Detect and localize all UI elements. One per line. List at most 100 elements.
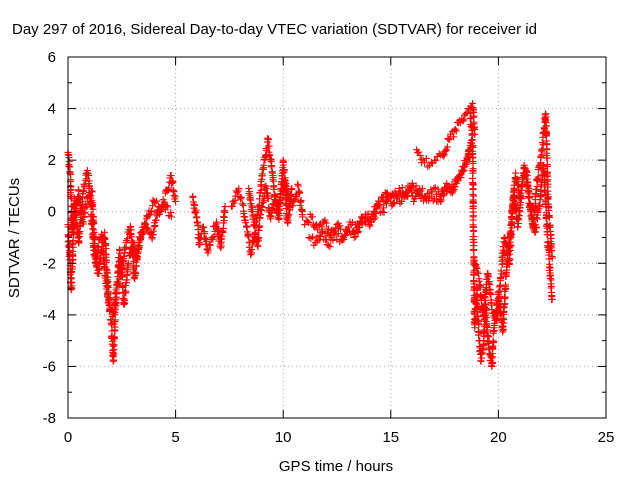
data-point: [296, 201, 304, 209]
data-point: [322, 236, 330, 244]
data-point: [404, 193, 412, 201]
data-point: [124, 260, 132, 268]
data-point: [375, 201, 383, 209]
data-point: [445, 136, 453, 144]
data-point: [352, 233, 360, 241]
data-point: [153, 197, 161, 205]
data-point: [128, 237, 136, 245]
data-point: [525, 185, 533, 193]
data-point: [121, 297, 129, 305]
data-point: [531, 199, 539, 207]
data-point: [69, 247, 77, 255]
data-point: [248, 246, 256, 254]
data-point: [162, 187, 170, 195]
data-point: [204, 247, 212, 255]
data-point: [128, 243, 136, 251]
data-point: [117, 264, 125, 272]
data-point: [119, 265, 127, 273]
data-point: [330, 229, 338, 237]
data-point: [414, 187, 422, 195]
data-point: [534, 173, 542, 181]
data-point: [405, 187, 413, 195]
data-point: [287, 186, 295, 194]
data-point: [498, 270, 506, 278]
data-point: [119, 258, 127, 266]
data-point: [110, 356, 118, 364]
data-point: [541, 200, 549, 208]
data-point: [359, 219, 367, 227]
data-point: [543, 220, 551, 228]
data-point: [89, 205, 97, 213]
data-point: [85, 177, 93, 185]
data-point: [322, 219, 330, 227]
data-point: [356, 224, 364, 232]
data-point: [336, 222, 344, 230]
data-point: [114, 280, 122, 288]
data-point: [483, 328, 491, 336]
data-point: [337, 225, 344, 233]
data-point: [101, 241, 109, 249]
data-point: [437, 197, 445, 205]
data-point: [533, 215, 541, 223]
data-point: [271, 198, 279, 206]
data-point: [547, 282, 555, 290]
data-point: [424, 163, 432, 171]
data-point: [468, 104, 476, 112]
data-point: [334, 230, 342, 238]
data-point: [380, 193, 388, 201]
data-point: [479, 346, 487, 354]
data-point: [459, 117, 467, 125]
data-point: [467, 136, 475, 144]
data-point: [268, 168, 276, 176]
data-point: [461, 162, 469, 170]
data-point: [233, 188, 241, 196]
data-point: [272, 197, 280, 205]
data-point: [111, 290, 119, 298]
data-point: [94, 243, 102, 251]
data-point: [469, 246, 477, 254]
data-point: [253, 241, 261, 249]
data-point: [132, 262, 140, 270]
data-point: [87, 187, 95, 195]
data-point: [484, 272, 492, 280]
data-point: [264, 194, 272, 202]
data-point: [443, 188, 451, 196]
data-point: [70, 218, 78, 226]
data-point: [276, 206, 284, 214]
data-point: [258, 203, 266, 211]
data-point: [543, 154, 551, 162]
data-point: [111, 318, 119, 326]
data-point: [532, 224, 540, 232]
data-point: [88, 188, 96, 196]
data-point: [422, 154, 430, 162]
data-point: [418, 185, 426, 193]
data-point: [382, 200, 390, 208]
data-point: [475, 331, 483, 339]
data-point: [245, 233, 253, 241]
data-point: [166, 172, 174, 180]
data-point: [517, 199, 525, 207]
data-point: [165, 212, 173, 220]
data-point: [297, 198, 305, 206]
data-point: [85, 172, 93, 180]
data-point: [507, 227, 515, 235]
data-point: [308, 213, 316, 221]
data-point: [526, 200, 534, 208]
data-point: [467, 123, 475, 131]
x-tick-label: 20: [490, 429, 507, 446]
data-point: [259, 165, 267, 173]
data-point: [440, 191, 448, 199]
data-point: [315, 232, 323, 240]
data-point: [221, 208, 229, 216]
data-point: [69, 237, 77, 245]
data-points: [64, 99, 556, 370]
data-point: [237, 193, 245, 201]
data-point: [132, 269, 140, 277]
y-tick-labels: 6 4 2 0 -2 -4 -6 -8: [43, 49, 56, 427]
data-point: [284, 212, 292, 220]
data-point: [124, 235, 132, 243]
data-point: [169, 179, 177, 187]
data-point: [249, 215, 257, 223]
data-point: [126, 222, 134, 230]
data-point: [437, 151, 445, 159]
